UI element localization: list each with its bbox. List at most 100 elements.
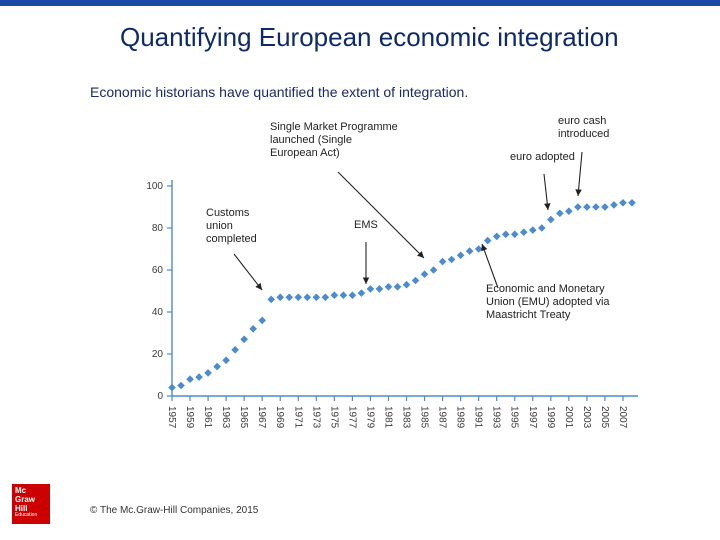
- x-tick-label: 1957: [166, 406, 177, 429]
- data-point: [529, 226, 537, 234]
- logo-sub: Education: [15, 513, 47, 519]
- annotation-emu: Economic and Monetary: [486, 283, 605, 295]
- data-point: [520, 228, 528, 236]
- y-tick-label: 80: [152, 223, 164, 234]
- x-tick-label: 1985: [419, 406, 430, 429]
- annotation-emu: Union (EMU) adopted via: [486, 296, 610, 308]
- data-point: [249, 325, 257, 333]
- data-point: [267, 296, 275, 304]
- accent-bar: [0, 0, 720, 6]
- data-point: [502, 231, 510, 239]
- annotation-smp: Single Market Programme: [270, 121, 398, 133]
- data-point: [628, 199, 636, 207]
- data-point: [574, 203, 582, 211]
- x-tick-label: 1987: [437, 406, 448, 429]
- data-point: [331, 291, 339, 299]
- annotation-arrow: [482, 244, 498, 288]
- annotation-arrow: [544, 174, 548, 210]
- data-point: [538, 224, 546, 232]
- data-point: [493, 233, 501, 241]
- data-point: [412, 277, 420, 285]
- data-point: [285, 294, 293, 302]
- x-tick-label: 1989: [455, 406, 466, 429]
- x-tick-label: 1981: [382, 406, 393, 429]
- copyright: © The Mc.Graw-Hill Companies, 2015: [90, 505, 258, 516]
- data-point: [466, 247, 474, 255]
- data-point: [358, 289, 366, 297]
- annotation-arrow: [338, 172, 424, 258]
- annotation-eurocash: introduced: [558, 128, 609, 140]
- chart-svg: 0 20 40 60 80 100 1957 1959 1961 1963 1965 1967 1969…: [130, 130, 650, 470]
- data-point: [294, 294, 302, 302]
- annotation-emu: Maastricht Treaty: [486, 309, 571, 321]
- data-point: [322, 294, 330, 302]
- data-point: [601, 203, 609, 211]
- data-point: [556, 210, 564, 218]
- data-point: [168, 384, 176, 392]
- x-tick-label: 1967: [256, 406, 267, 429]
- x-tick-label: 1975: [328, 406, 339, 429]
- y-tick-label: 40: [152, 307, 164, 318]
- y-tick-label: 100: [146, 181, 163, 192]
- data-point: [421, 270, 429, 278]
- data-point: [394, 283, 402, 291]
- subtitle: Economic historians have quantified the …: [90, 84, 468, 100]
- data-point: [213, 363, 221, 371]
- data-point: [583, 203, 591, 211]
- data-point: [349, 291, 357, 299]
- x-tick-label: 1971: [292, 406, 303, 429]
- data-point: [385, 283, 393, 291]
- data-point: [376, 285, 384, 293]
- x-tick-label: 1963: [220, 406, 231, 429]
- data-point: [511, 231, 519, 239]
- data-point: [367, 285, 375, 293]
- data-point: [403, 281, 411, 289]
- data-point: [276, 294, 284, 302]
- data-point: [258, 317, 266, 325]
- integration-chart: 0 20 40 60 80 100 1957 1959 1961 1963 1965 1967 1969…: [130, 130, 650, 470]
- x-tick-label: 1959: [184, 406, 195, 429]
- x-tick-label: 1969: [274, 406, 285, 429]
- data-point: [313, 294, 321, 302]
- y-tick-label: 60: [152, 265, 164, 276]
- data-point: [439, 258, 447, 266]
- x-tick-label: 1999: [545, 406, 556, 429]
- data-point: [430, 266, 438, 274]
- data-point: [222, 357, 230, 365]
- x-tick-label: 1983: [401, 406, 412, 429]
- data-point: [619, 199, 627, 207]
- x-tick-label: 1991: [473, 406, 484, 429]
- x-tick-label: 1979: [364, 406, 375, 429]
- data-point: [448, 256, 456, 264]
- annotation-customs: union: [206, 220, 233, 232]
- page-title: Quantifying European economic integratio…: [120, 22, 690, 53]
- y-tick-label: 0: [157, 391, 163, 402]
- x-tick-label: 2003: [581, 406, 592, 429]
- x-tick-label: 1977: [346, 406, 357, 429]
- data-point: [177, 382, 185, 390]
- publisher-logo: Mc Graw Hill Education: [12, 484, 50, 524]
- data-point: [457, 252, 465, 260]
- x-tick-label: 2001: [563, 406, 574, 429]
- data-point: [340, 291, 348, 299]
- annotation-arrow: [234, 254, 262, 290]
- x-tick-label: 1973: [310, 406, 321, 429]
- x-tick-label: 1997: [527, 406, 538, 429]
- annotation-customs: completed: [206, 233, 257, 245]
- x-tick-label: 1961: [202, 406, 213, 429]
- data-point: [186, 375, 194, 383]
- annotation-smp: launched (Single: [270, 134, 352, 146]
- annotation-arrow: [578, 152, 582, 196]
- y-tick-label: 20: [152, 349, 164, 360]
- x-tick-label: 1965: [238, 406, 249, 429]
- data-point: [231, 346, 239, 354]
- x-tick-label: 2005: [599, 406, 610, 429]
- annotation-ems: EMS: [354, 219, 378, 231]
- data-point: [303, 294, 311, 302]
- data-point: [547, 216, 555, 224]
- annotation-euroadp: euro adopted: [510, 151, 575, 163]
- annotation-eurocash: euro cash: [558, 115, 606, 127]
- data-point: [592, 203, 600, 211]
- data-point: [475, 245, 483, 253]
- data-point: [484, 237, 492, 245]
